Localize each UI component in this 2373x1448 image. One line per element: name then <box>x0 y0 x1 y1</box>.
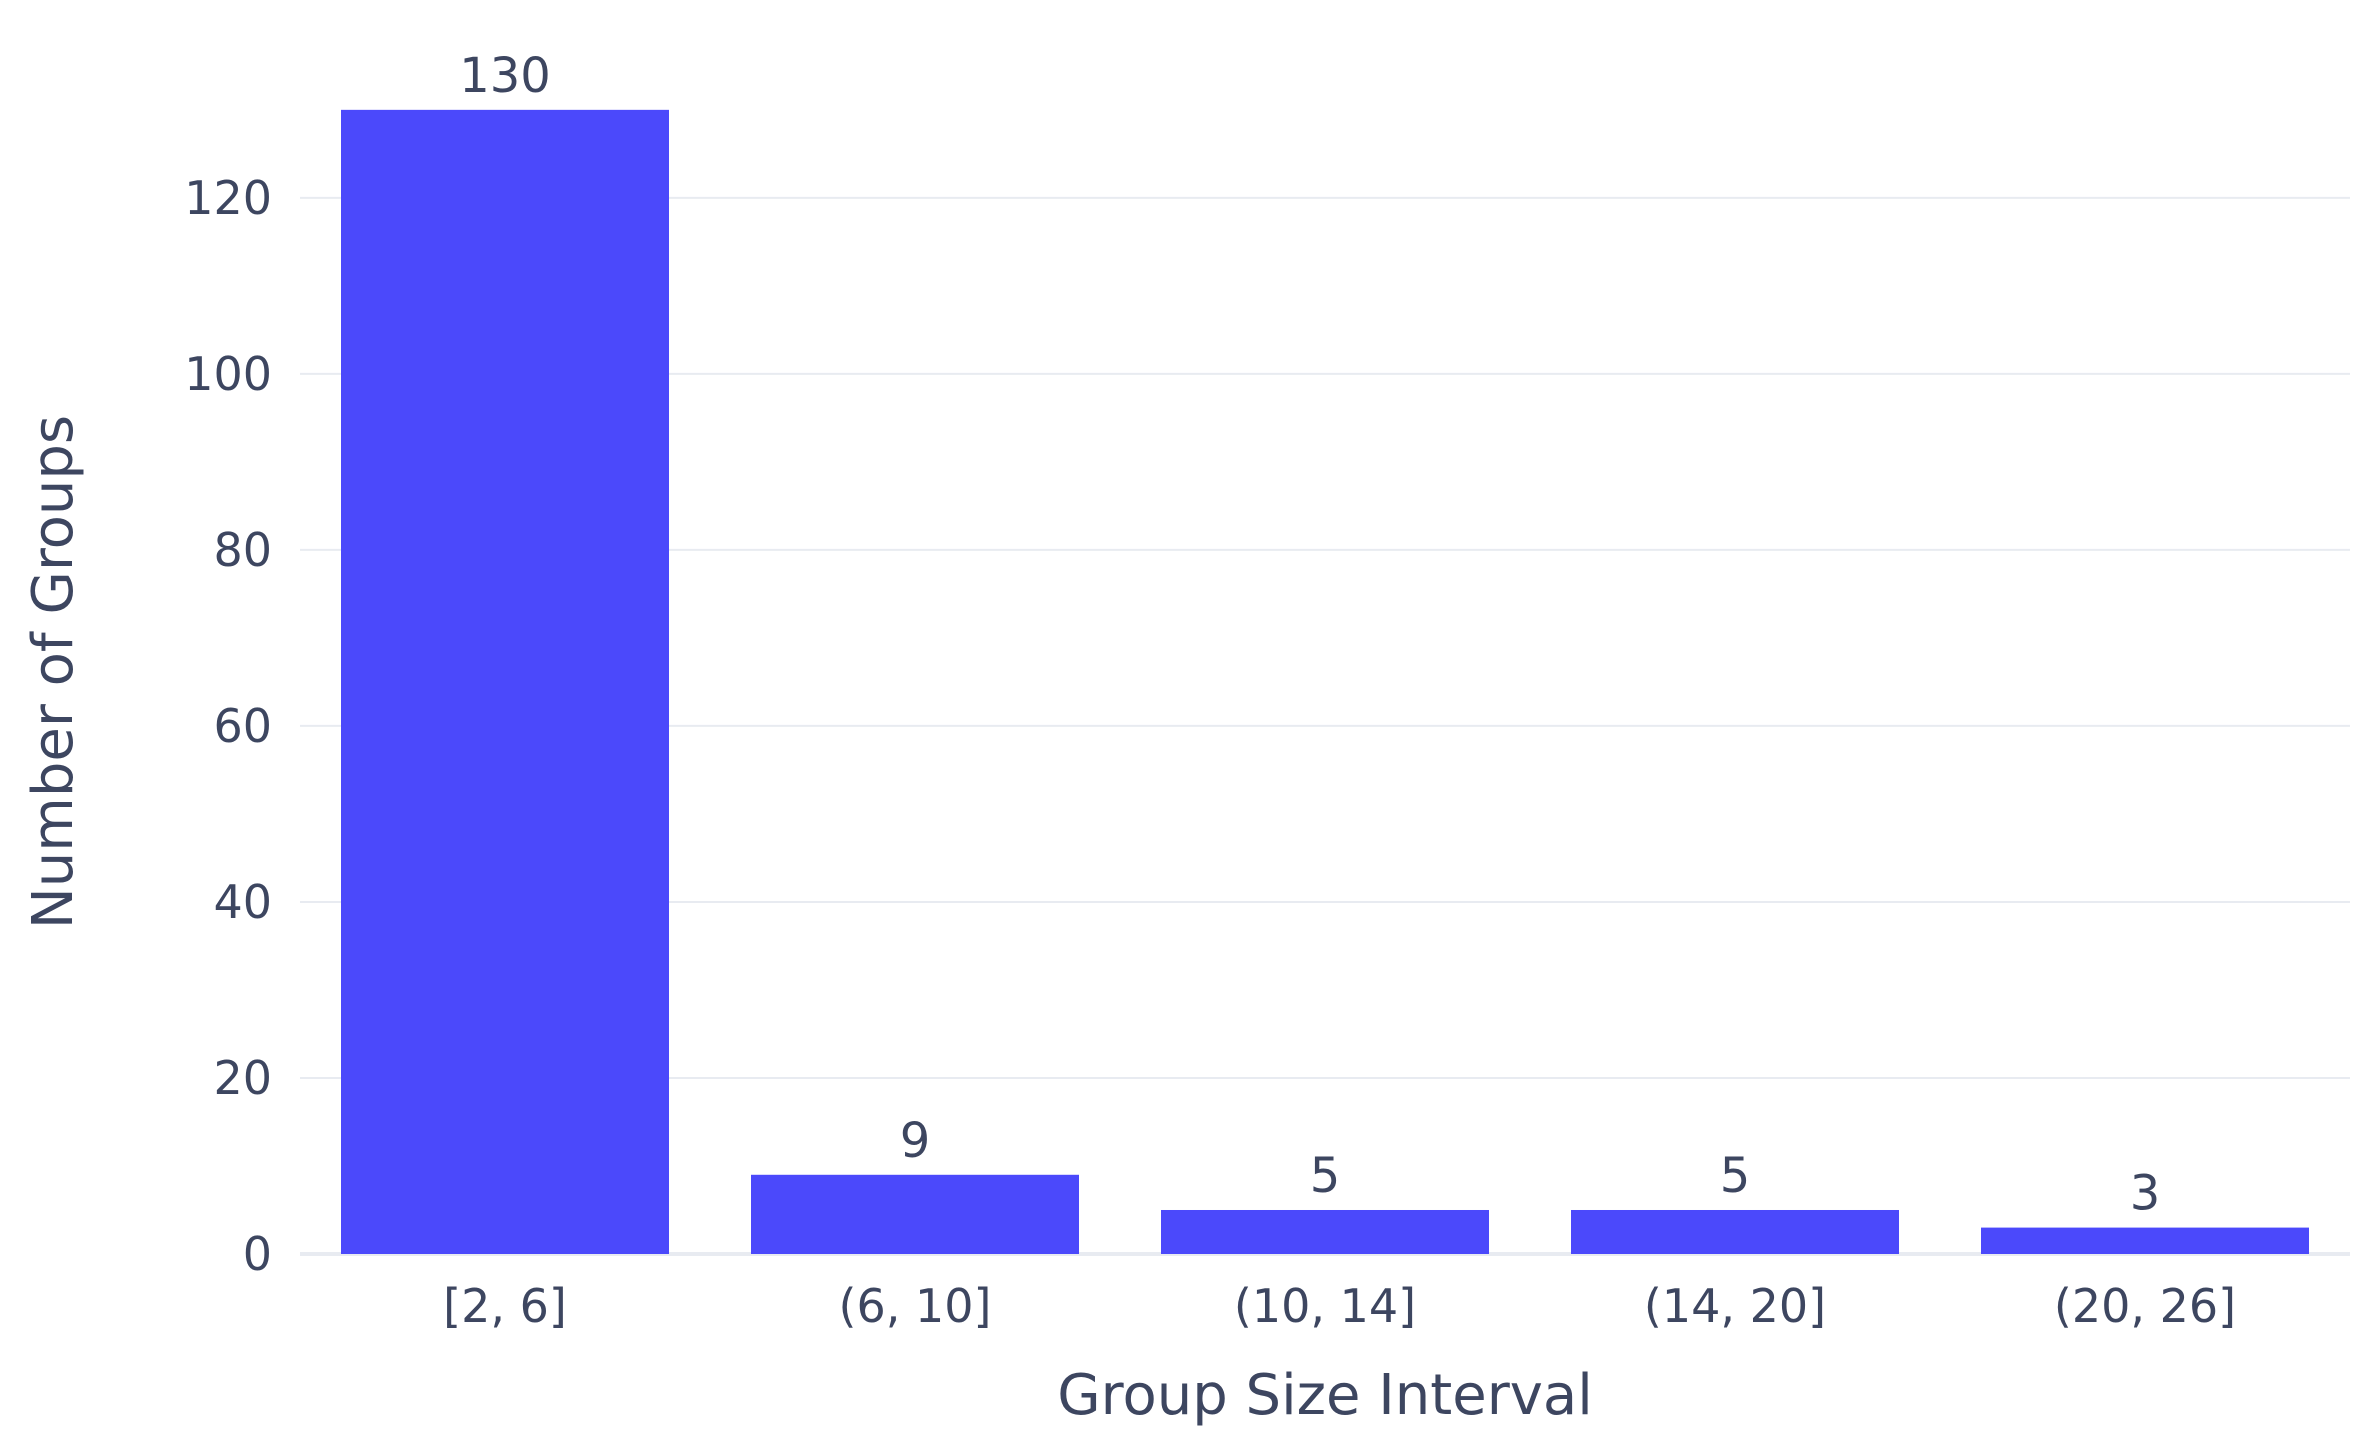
x-axis-ticks: [2, 6] (6, 10] (10, 14] (14, 20] (20, 26] <box>443 1279 2236 1333</box>
bar-data-label: 3 <box>2130 1166 2161 1222</box>
bars <box>341 109 2309 1255</box>
y-tick-label: 0 <box>243 1227 272 1281</box>
y-tick-label: 120 <box>184 171 272 225</box>
x-tick-label: [2, 6] <box>443 1279 567 1333</box>
y-tick-label: 40 <box>213 875 272 929</box>
bar-data-label: 9 <box>900 1113 931 1169</box>
y-axis-title: Number of Groups <box>21 415 86 929</box>
x-tick-label: (6, 10] <box>839 1279 992 1333</box>
bar-data-label: 5 <box>1310 1148 1341 1204</box>
bar <box>1571 1209 1899 1254</box>
x-tick-label: (20, 26] <box>2054 1279 2236 1333</box>
bar-data-labels: 130 9 5 5 3 <box>459 48 2160 1222</box>
bar <box>751 1174 1079 1254</box>
y-tick-label: 60 <box>213 699 272 753</box>
y-tick-label: 20 <box>213 1051 272 1105</box>
x-tick-label: (14, 20] <box>1644 1279 1826 1333</box>
x-tick-label: (10, 14] <box>1234 1279 1416 1333</box>
y-tick-label: 100 <box>184 347 272 401</box>
y-axis-ticks: 0 20 40 60 80 100 120 <box>184 171 272 1281</box>
x-axis-title: Group Size Interval <box>1057 1363 1593 1428</box>
y-tick-label: 80 <box>213 523 272 577</box>
bar-data-label: 130 <box>459 48 551 104</box>
bar-data-label: 5 <box>1720 1148 1751 1204</box>
bar <box>1981 1227 2309 1254</box>
bar <box>341 109 669 1255</box>
bar <box>1161 1209 1489 1254</box>
